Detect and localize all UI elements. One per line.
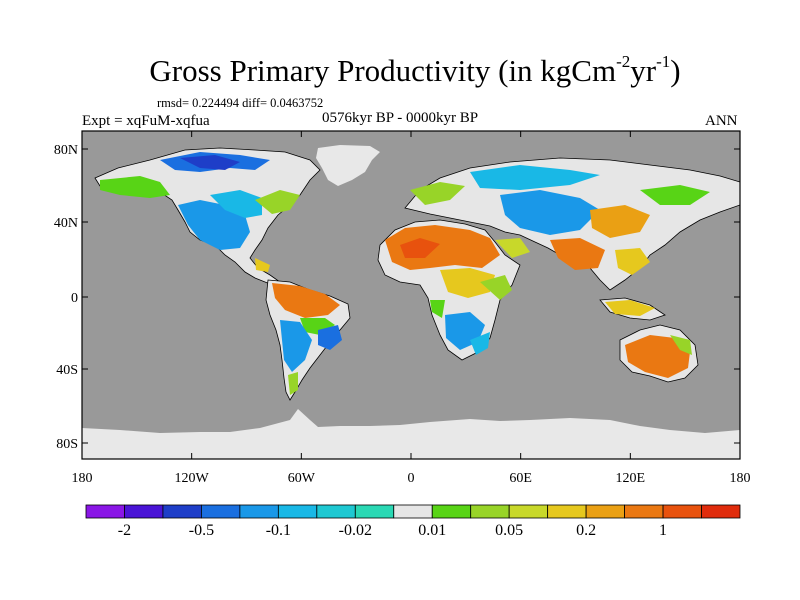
colorbar-swatch	[239, 504, 279, 519]
colorbar-swatch	[701, 504, 741, 519]
greenland-ice	[316, 145, 380, 186]
lat-label: 40N	[54, 216, 78, 231]
colorbar-swatch	[162, 504, 202, 519]
gpp-patch-24	[640, 185, 710, 205]
colorbar-swatch	[277, 504, 318, 519]
gpp-patch-10	[318, 325, 342, 350]
gpp-patch-5	[255, 190, 300, 214]
season-label: ANN	[705, 113, 738, 129]
colorbar-swatch	[354, 504, 395, 519]
lat-label: 40S	[56, 363, 78, 378]
colorbar-label: -2	[118, 522, 131, 539]
lon-label: 180	[730, 471, 751, 486]
experiment-label: Expt = xqFuM-xqfua	[82, 113, 210, 129]
colorbar-label: -0.02	[339, 522, 372, 539]
colorbar-label: 1	[659, 522, 667, 539]
gpp-patch-12	[385, 225, 500, 270]
colorbar-label: 0.2	[576, 522, 596, 539]
colorbar-swatch	[662, 504, 702, 519]
lon-label: 120E	[616, 471, 646, 486]
antarctica-ice	[82, 409, 740, 459]
map-axes: 80N 40N 0 40S 80S 180 120W 60W 0 60E 120E 180	[54, 131, 751, 486]
lon-label: 180	[72, 471, 93, 486]
colorbar-swatch	[393, 504, 433, 519]
gpp-patch-26	[495, 238, 530, 258]
gpp-patch-4	[210, 190, 262, 218]
lat-label: 0	[71, 291, 78, 306]
period-label: 0576kyr BP - 0000kyr BP	[322, 110, 479, 126]
gpp-patch-25	[615, 248, 650, 275]
colorbar-swatch	[316, 504, 356, 519]
gpp-patch-27	[605, 300, 655, 316]
map-area	[82, 131, 740, 459]
colorbar-label: 0.01	[418, 522, 446, 539]
page-title: Gross Primary Productivity (in kgCm-2yr-…	[149, 52, 681, 88]
colorbar-swatch	[624, 504, 664, 519]
gpp-patch-0	[100, 176, 170, 198]
gpp-patch-22	[590, 205, 650, 238]
gpp-patches	[100, 152, 710, 395]
lon-label: 60W	[288, 471, 316, 486]
gpp-patch-7	[272, 283, 340, 318]
lat-label: 80S	[56, 437, 78, 452]
colorbar: -2 -0.5 -0.1 -0.02 0.01 0.05 0.2 1	[85, 504, 741, 539]
gpp-patch-18	[430, 300, 445, 318]
lat-label: 80N	[54, 143, 78, 158]
gpp-patch-9	[280, 320, 312, 372]
gpp-patch-14	[440, 268, 495, 298]
colorbar-label: 0.05	[495, 522, 523, 539]
gpp-patch-20	[410, 182, 465, 205]
colorbar-swatch	[508, 504, 549, 519]
colorbar-label: -0.1	[266, 522, 291, 539]
gpp-patch-23	[550, 238, 605, 270]
lon-label: 60E	[509, 471, 532, 486]
colorbar-label: -0.5	[189, 522, 214, 539]
colorbar-swatch	[124, 504, 164, 519]
colorbar-swatch	[85, 504, 125, 519]
colorbar-swatch	[470, 504, 510, 519]
colorbar-swatch	[585, 504, 625, 519]
gpp-patch-29	[670, 335, 692, 355]
lon-label: 120W	[175, 471, 210, 486]
gpp-patch-19	[470, 165, 600, 190]
gpp-patch-11	[288, 372, 298, 395]
colorbar-swatch	[201, 504, 241, 519]
gpp-patch-28	[625, 335, 690, 378]
gpp-patch-6	[255, 258, 270, 272]
gpp-patch-13	[400, 238, 440, 258]
lon-label: 0	[408, 471, 415, 486]
gpp-patch-21	[500, 190, 600, 235]
colorbar-swatch	[547, 504, 587, 519]
stats-text: rmsd= 0.224494 diff= 0.0463752	[157, 96, 324, 110]
gpp-patch-15	[480, 275, 512, 300]
gpp-patch-17	[470, 332, 490, 355]
colorbar-swatch	[431, 504, 472, 519]
gpp-patch-2	[180, 155, 240, 170]
